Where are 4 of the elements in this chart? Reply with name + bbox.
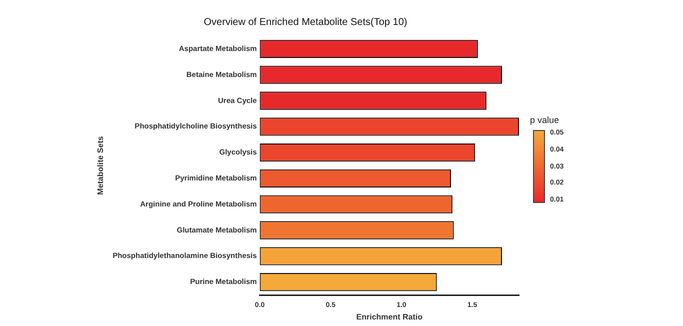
x-axis-title: Enrichment Ratio: [356, 312, 423, 322]
chart-title: Overview of Enriched Metabolite Sets(Top 10): [204, 16, 408, 28]
color-bar-title: p value: [530, 115, 560, 125]
y-axis-title: Metabolite Sets: [96, 136, 106, 195]
